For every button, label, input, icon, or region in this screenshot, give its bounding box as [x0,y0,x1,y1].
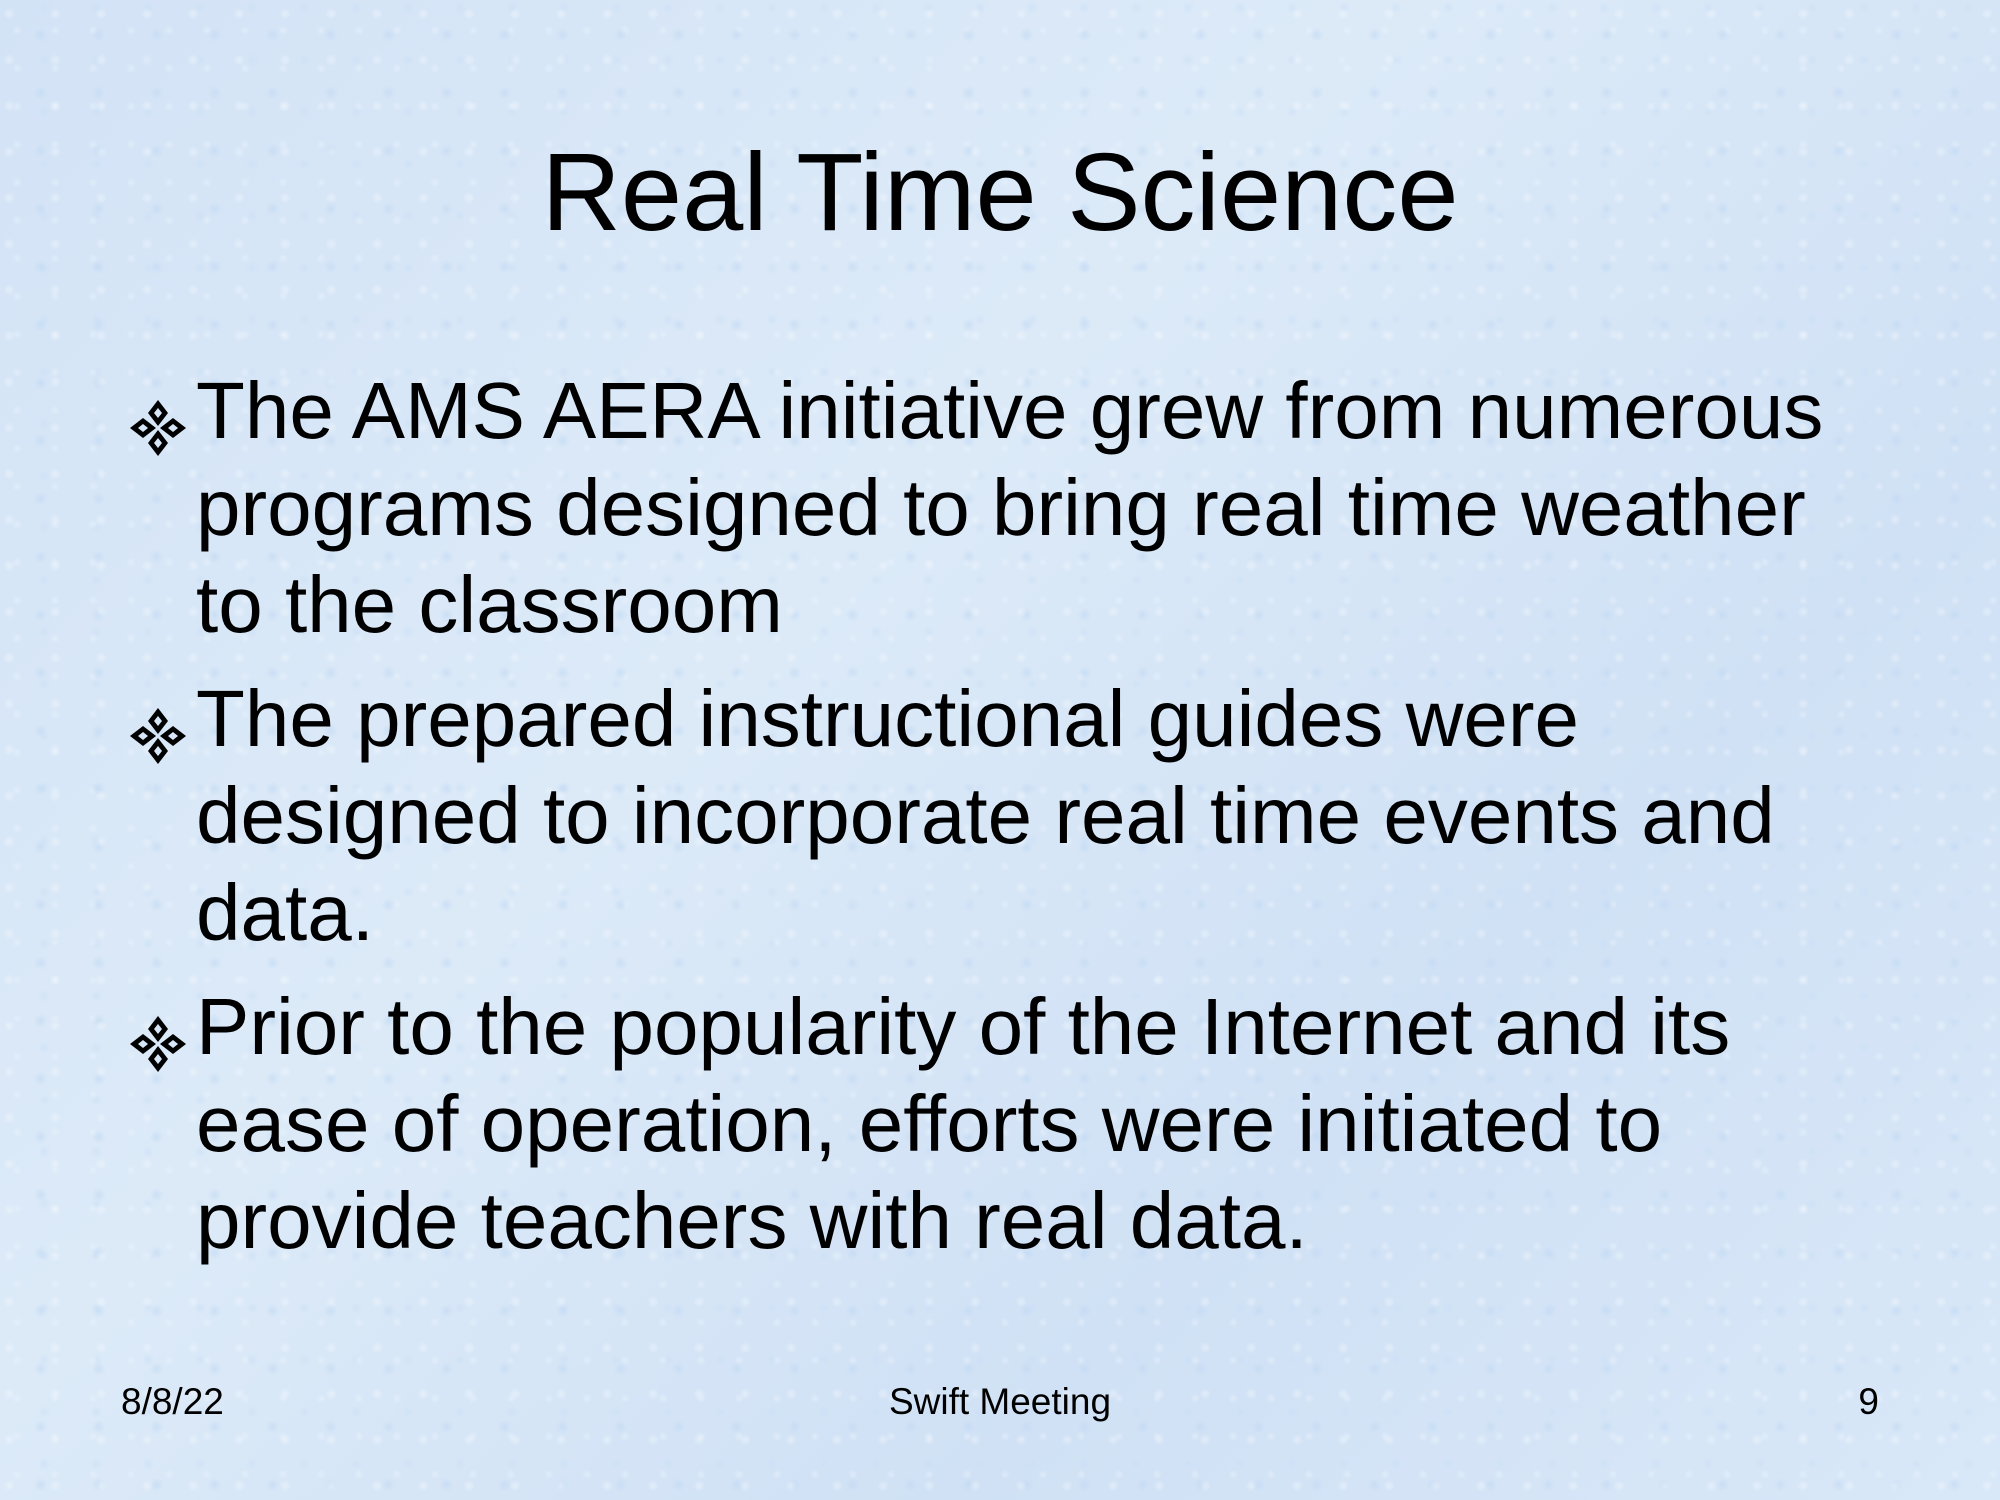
footer-title: Swift Meeting [888,1381,1112,1422]
four-diamond-bullet-icon [128,382,188,456]
bullet-item-3: Prior to the popularity of the Internet … [128,978,1888,1269]
bullet-item-1: The AMS AERA initiative grew from numero… [128,362,1888,653]
slide-number: 9 [1858,1381,1879,1422]
bullet-item-2: The prepared instructional guides were d… [128,670,1888,961]
bullet-text: The AMS AERA initiative grew from numero… [196,366,1824,649]
four-diamond-bullet-icon [128,998,188,1072]
bullet-text: The prepared instructional guides were d… [196,674,1775,957]
footer-date: 8/8/22 [121,1381,224,1422]
four-diamond-bullet-icon [128,690,188,764]
bullet-text: Prior to the popularity of the Internet … [196,982,1731,1265]
bullet-list: The AMS AERA initiative grew from numero… [128,362,1888,1286]
slide-title: Real Time Science [541,131,1459,254]
